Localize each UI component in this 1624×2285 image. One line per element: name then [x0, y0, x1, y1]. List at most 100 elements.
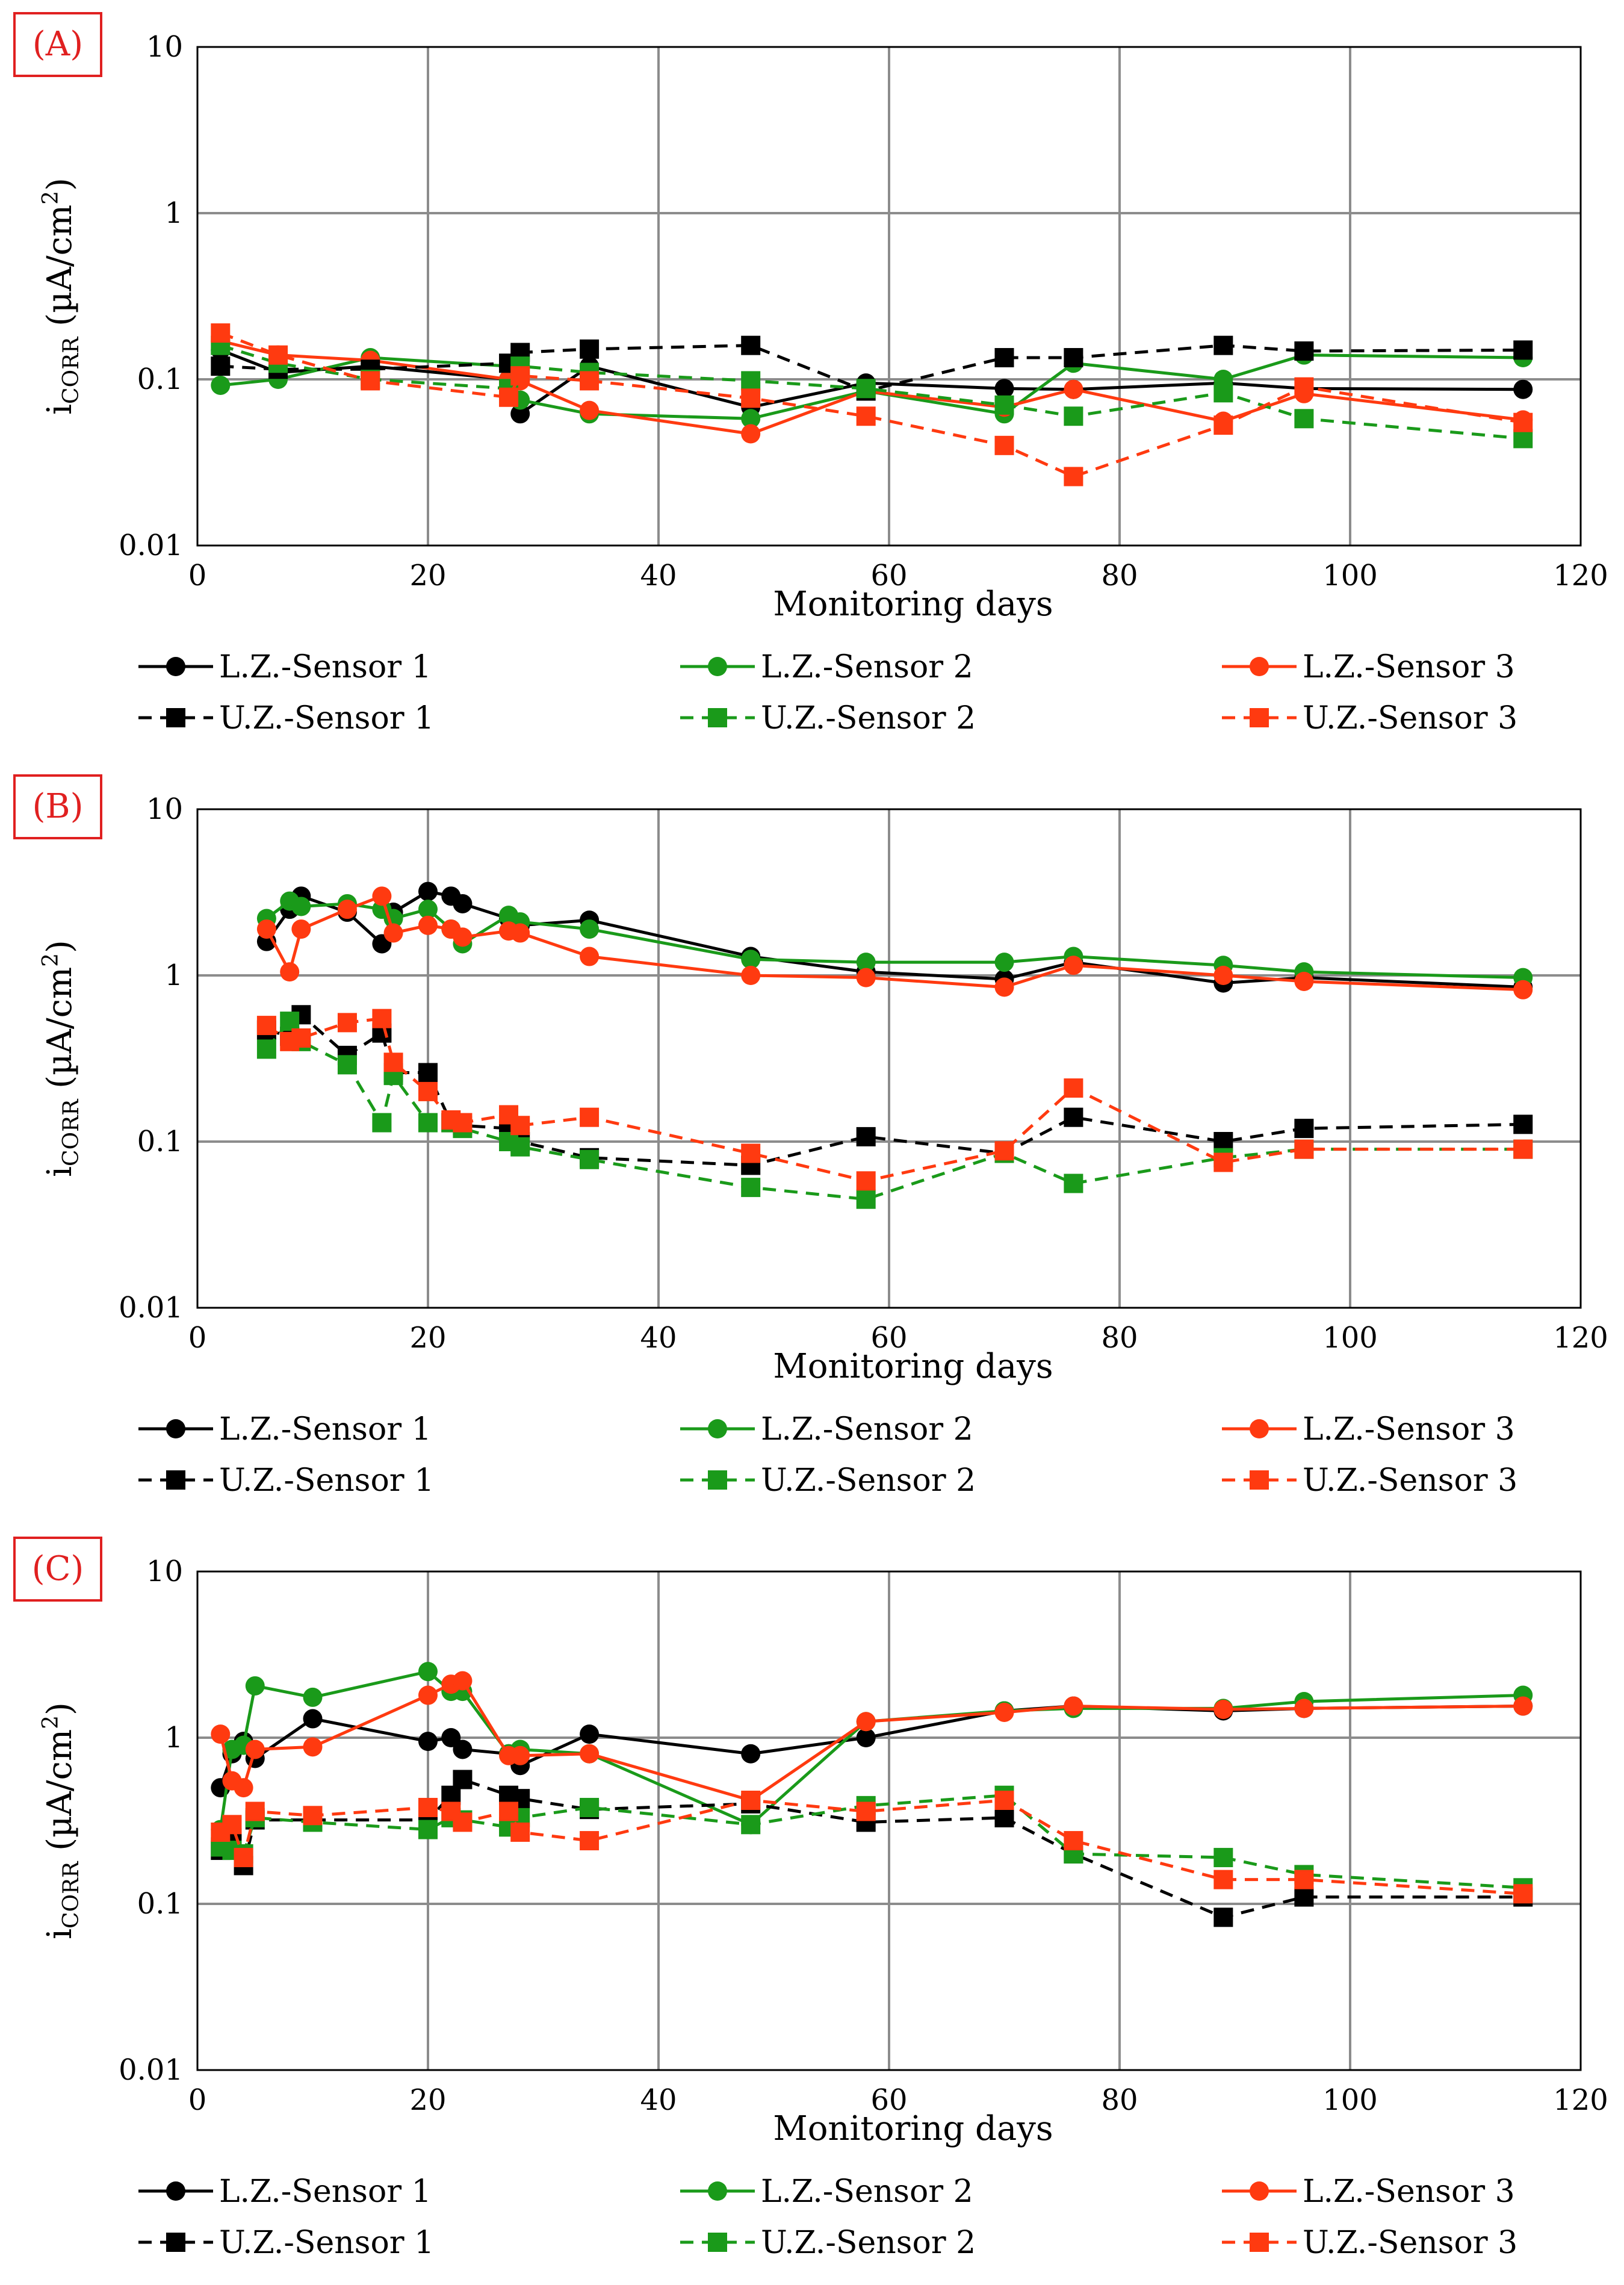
chart-c-svg: 0 20 40 60 80 100 120 0.01 0.1 1 10 iCORR (µA/cm2) M… [39, 1555, 1608, 2261]
data-point [453, 1812, 473, 1832]
y-axis-label-unit: (µA/cm [40, 967, 79, 1099]
x-tick-label: 40 [640, 1321, 677, 1355]
x-tick-label: 80 [1101, 559, 1138, 592]
data-point [994, 953, 1014, 972]
legend-marker [1250, 708, 1269, 727]
y-axis-label-close: ) [40, 1702, 79, 1715]
y-axis-label-main: i [40, 1166, 79, 1177]
data-point [453, 1671, 473, 1691]
series-u-z-sensor-3 [211, 323, 1533, 487]
data-point [856, 1728, 876, 1747]
data-point [1294, 1887, 1314, 1907]
data-point [453, 894, 473, 913]
data-point [994, 1702, 1014, 1722]
data-point [245, 1676, 265, 1696]
legend-marker [1250, 1470, 1269, 1490]
legend-label: U.Z.-Sensor 3 [1303, 700, 1517, 736]
y-tick-label: 0.01 [119, 2053, 183, 2087]
data-point [1213, 1907, 1233, 1927]
data-point [211, 323, 231, 343]
data-point [1064, 406, 1083, 426]
series-line [265, 1016, 1523, 1183]
y-tick-label: 0.1 [137, 1887, 183, 1921]
data-point [510, 1746, 530, 1765]
data-point [222, 1815, 242, 1835]
y-axis-label-sup: 2 [39, 191, 63, 205]
legend-marker [166, 708, 185, 727]
legend-label: L.Z.-Sensor 1 [219, 2174, 432, 2210]
y-tick-label: 0.01 [119, 1291, 183, 1325]
data-point [418, 1797, 438, 1817]
y-axis-label-unit: (µA/cm [40, 205, 79, 337]
data-point [1213, 1848, 1233, 1868]
legend-label: L.Z.-Sensor 2 [761, 649, 973, 685]
legend-item: U.Z.-Sensor 3 [1222, 700, 1517, 736]
data-point [1213, 1132, 1233, 1151]
panel-label: (B) [13, 774, 102, 839]
data-point [1513, 1696, 1533, 1716]
data-point [280, 1012, 300, 1031]
chart-panel-b: (B) 0 20 40 60 80 100 120 0.01 0.1 1 10 iCORR (µA/c… [0, 762, 1624, 1520]
y-tick-label: 0.01 [119, 529, 183, 562]
data-point [1513, 412, 1533, 432]
legend-marker [166, 657, 185, 676]
data-point [994, 1141, 1014, 1161]
x-tick-label: 20 [409, 559, 446, 592]
data-point [856, 1712, 876, 1732]
y-tick-label: 0.1 [137, 1125, 183, 1158]
data-point [1513, 1139, 1533, 1159]
legend-item: L.Z.-Sensor 2 [680, 2174, 973, 2210]
data-point [1064, 1107, 1083, 1127]
legend-label: L.Z.-Sensor 1 [219, 649, 432, 685]
data-point [856, 1127, 876, 1146]
data-point [994, 977, 1014, 997]
data-point [245, 1739, 265, 1759]
grid [197, 809, 1581, 1308]
y-axis-label-sub: CORR [59, 1099, 84, 1166]
legend-item: U.Z.-Sensor 2 [680, 700, 976, 736]
data-point [580, 1831, 600, 1851]
legend-marker [166, 1419, 185, 1438]
data-point [994, 348, 1014, 368]
data-point [211, 375, 231, 395]
data-point [383, 923, 403, 943]
y-tick-label: 10 [146, 792, 183, 826]
data-point [256, 919, 276, 939]
data-point [580, 1724, 600, 1744]
data-point [580, 947, 600, 966]
data-point [994, 435, 1014, 455]
data-point [383, 1052, 403, 1072]
legend: L.Z.-Sensor 1 L.Z.-Sensor 2 L.Z.-Sensor 3 U… [138, 1411, 1517, 1499]
legend-item: L.Z.-Sensor 1 [138, 1411, 432, 1447]
series-u-z-sensor-3 [211, 1790, 1533, 1904]
x-tick-label: 40 [640, 559, 677, 592]
plot-area-frame [196, 808, 1582, 1309]
y-axis-label-main: i [40, 1929, 79, 1939]
data-point [1294, 341, 1314, 361]
x-tick-label: 60 [870, 559, 907, 592]
legend-item: L.Z.-Sensor 3 [1222, 2174, 1515, 2210]
data-point [211, 1724, 231, 1744]
data-point [418, 900, 438, 919]
data-point [337, 1013, 357, 1033]
data-point [741, 371, 761, 391]
chart-b-svg: 0 20 40 60 80 100 120 0.01 0.1 1 10 iCORR (µA/cm2) M… [39, 792, 1608, 1499]
legend-marker [708, 708, 727, 727]
data-point [580, 339, 600, 359]
data-point [1064, 1078, 1083, 1098]
data-point [510, 366, 530, 386]
data-point [510, 1137, 530, 1157]
panel-label: (C) [13, 1537, 102, 1602]
data-point [337, 900, 357, 919]
data-point [291, 897, 311, 916]
legend-label: L.Z.-Sensor 1 [219, 1411, 432, 1447]
data-point [1213, 415, 1233, 435]
data-point [741, 1744, 761, 1764]
legend-label: L.Z.-Sensor 3 [1303, 649, 1515, 685]
data-point [994, 395, 1014, 415]
data-point [1294, 377, 1314, 397]
data-point [418, 1820, 438, 1839]
data-point [510, 1116, 530, 1136]
legend-item: U.Z.-Sensor 1 [138, 700, 434, 736]
data-point [372, 886, 392, 906]
